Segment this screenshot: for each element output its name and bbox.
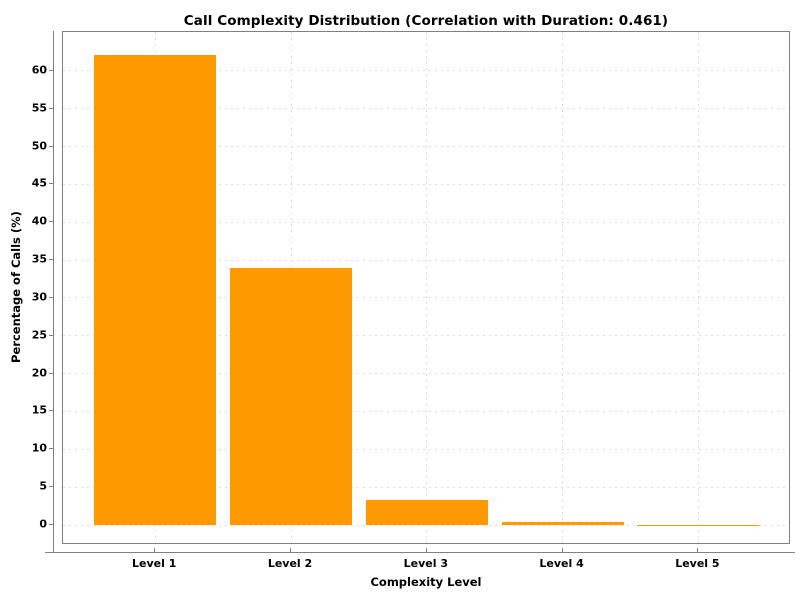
x-tick-mark: [425, 548, 427, 552]
x-axis-line: [45, 552, 795, 553]
y-tick-label: 25: [31, 328, 47, 342]
y-tick-label: 10: [31, 441, 47, 455]
grid-line-h: [63, 486, 789, 488]
y-tick-label: 60: [31, 63, 47, 77]
grid-line-h: [63, 108, 789, 110]
grid-line-h: [63, 373, 789, 375]
y-tick-mark: [49, 486, 53, 488]
bar-level-3: [365, 500, 488, 525]
grid-line-h: [63, 183, 789, 185]
y-tick-mark: [49, 259, 53, 261]
bar-level-2: [230, 268, 352, 525]
grid-line-h: [63, 335, 789, 337]
y-tick-label: 45: [31, 176, 47, 190]
x-tick-mark: [561, 548, 563, 552]
grid-line-v: [562, 32, 564, 543]
y-tick-mark: [49, 69, 53, 71]
y-tick-label: 5: [39, 479, 47, 493]
y-tick-label: 15: [31, 403, 47, 417]
x-tick-label: Level 2: [267, 557, 313, 570]
grid-line-h: [63, 410, 789, 412]
grid-line-v: [426, 32, 428, 543]
y-tick-mark: [49, 296, 53, 298]
plot-area: [62, 31, 790, 544]
grid-line-h: [63, 70, 789, 72]
grid-line-h: [63, 448, 789, 450]
grid-line-v: [697, 32, 699, 543]
y-tick-label: 20: [31, 366, 47, 380]
y-tick-mark: [49, 524, 53, 525]
x-tick-mark: [697, 548, 699, 552]
y-tick-label: 30: [31, 290, 47, 304]
y-tick-mark: [49, 221, 53, 223]
grid-line-h: [63, 259, 789, 261]
y-tick-mark: [49, 410, 53, 412]
y-tick-label: 35: [31, 252, 47, 266]
x-tick-label: Level 3: [403, 557, 448, 570]
y-tick-mark: [49, 448, 53, 450]
y-tick-label: 0: [39, 517, 47, 531]
y-tick-mark: [49, 372, 53, 374]
x-tick-mark: [154, 548, 156, 552]
grid-line-h: [63, 524, 789, 526]
grid-line-h: [63, 146, 789, 148]
x-axis-title: Complexity Level: [370, 575, 482, 589]
chart-title: Call Complexity Distribution (Correlatio…: [183, 13, 669, 29]
bar-level-4: [501, 521, 624, 525]
y-tick-mark: [49, 145, 53, 147]
y-tick-label: 50: [31, 139, 47, 153]
x-tick-label: Level 5: [675, 557, 720, 570]
y-tick-label: 55: [31, 101, 47, 115]
x-tick-label: Level 4: [539, 557, 584, 570]
y-tick-mark: [49, 334, 53, 336]
grid-line-h: [63, 297, 789, 299]
x-tick-mark: [290, 548, 291, 552]
grid-line-h: [63, 221, 789, 223]
y-axis-line: [53, 31, 54, 552]
y-tick-mark: [49, 183, 53, 185]
y-tick-mark: [49, 107, 53, 109]
y-tick-label: 40: [31, 214, 47, 228]
x-tick-label: Level 1: [132, 557, 177, 570]
bar-level-1: [94, 55, 217, 525]
